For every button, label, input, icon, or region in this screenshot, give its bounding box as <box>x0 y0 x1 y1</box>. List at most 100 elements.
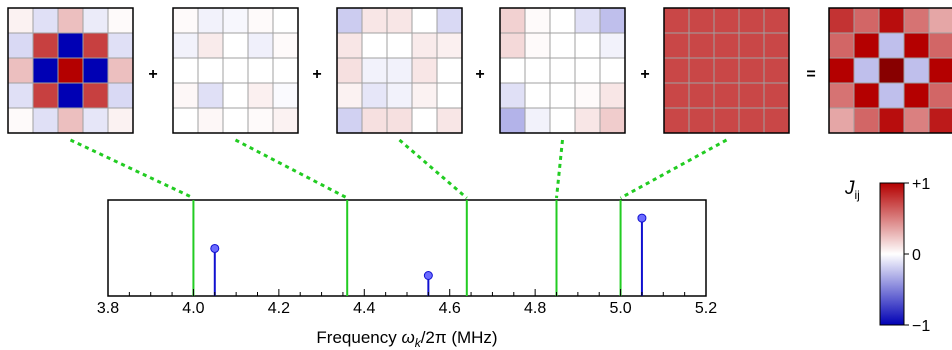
matrix-cell <box>713 32 740 59</box>
matrix-cell <box>57 82 84 109</box>
matrix-cell <box>32 107 59 134</box>
matrix-cell <box>361 57 388 84</box>
x-tick-label: 5.2 <box>695 300 717 317</box>
matrix-cell <box>222 32 249 59</box>
matrix-cell <box>574 57 601 84</box>
colorbar: Jij +1 0 −1 <box>844 176 930 335</box>
matrix-cell <box>549 82 576 109</box>
matrix-cell <box>172 7 199 34</box>
matrix-cell <box>361 82 388 109</box>
stem-marker <box>210 243 220 253</box>
matrix-cell <box>32 82 59 109</box>
matrix-cell <box>713 82 740 109</box>
stem-marker <box>637 213 647 223</box>
matrix-mode-2 <box>172 7 299 134</box>
matrix-cell <box>57 32 84 59</box>
matrix-cell <box>197 107 224 134</box>
colorbar-tick-label: +1 <box>912 176 930 193</box>
matrix-cell <box>82 82 109 109</box>
matrix-cell <box>599 107 626 134</box>
matrix-cell <box>82 32 109 59</box>
matrix-cell <box>82 57 109 84</box>
matrix-cell <box>172 82 199 109</box>
matrix-cell <box>499 107 526 134</box>
matrix-frame <box>828 7 952 134</box>
matrix-cell <box>853 82 880 109</box>
matrix-cell <box>713 107 740 134</box>
matrix-cell <box>197 57 224 84</box>
matrix-cell <box>197 7 224 34</box>
matrix-cell <box>928 57 952 84</box>
matrix-frame <box>663 7 790 134</box>
matrix-mode-3 <box>336 7 463 134</box>
equals-operator: = <box>806 66 815 83</box>
matrix-cell <box>763 82 790 109</box>
frequency-spectrum: 3.8 4.0 4.2 4.4 4.6 4.8 5.0 5.2 Frequency ωk/2π… <box>97 199 717 350</box>
matrix-cell <box>7 7 34 34</box>
matrix-cell <box>386 32 413 59</box>
matrix-frame <box>499 7 626 134</box>
matrix-cell <box>7 107 34 134</box>
matrix-cell <box>172 107 199 134</box>
matrix-cell <box>272 57 299 84</box>
matrix-cell <box>903 32 930 59</box>
matrix-cell <box>763 57 790 84</box>
matrix-frame <box>336 7 463 134</box>
matrix-cell <box>928 107 952 134</box>
matrix-cell <box>878 107 905 134</box>
dashed-connectors <box>69 138 728 200</box>
matrix-cell <box>738 32 765 59</box>
operators: + + + + = <box>148 66 815 83</box>
x-tick-label: 4.2 <box>268 300 290 317</box>
matrix-cell <box>336 82 363 109</box>
matrix-cell <box>599 7 626 34</box>
matrix-cell <box>574 32 601 59</box>
connector-line <box>69 138 195 200</box>
matrix-cell <box>828 107 855 134</box>
plus-operator: + <box>312 66 321 83</box>
matrix-cell <box>853 7 880 34</box>
matrix-cell <box>57 7 84 34</box>
matrix-cell <box>663 107 690 134</box>
matrix-cell <box>7 57 34 84</box>
matrix-cell <box>386 107 413 134</box>
matrix-cell <box>828 32 855 59</box>
matrix-cell <box>107 32 134 59</box>
colorbar-tick-label: −1 <box>912 318 930 335</box>
stems <box>210 213 647 296</box>
matrix-cell <box>436 107 463 134</box>
matrix-cell <box>499 32 526 59</box>
matrix-frame <box>7 7 134 134</box>
matrix-sum <box>828 7 952 134</box>
x-ticks: 3.8 4.0 4.2 4.4 4.6 4.8 5.0 5.2 <box>97 289 717 317</box>
matrix-cell <box>599 82 626 109</box>
matrix-cell <box>828 7 855 34</box>
matrix-cell <box>32 7 59 34</box>
matrix-cell <box>738 57 765 84</box>
matrix-cell <box>172 57 199 84</box>
matrix-frame <box>172 7 299 134</box>
colorbar-ticks: +1 0 −1 <box>904 176 930 335</box>
matrix-cell <box>411 32 438 59</box>
matrix-cell <box>763 7 790 34</box>
matrix-cell <box>878 57 905 84</box>
matrix-cell <box>7 32 34 59</box>
matrix-cell <box>828 82 855 109</box>
matrix-cell <box>574 7 601 34</box>
matrix-cell <box>499 7 526 34</box>
matrix-cell <box>763 107 790 134</box>
matrix-cell <box>524 7 551 34</box>
matrix-cell <box>107 82 134 109</box>
matrix-cell <box>713 7 740 34</box>
stem-marker <box>423 271 433 280</box>
matrix-cell <box>878 32 905 59</box>
matrix-cell <box>222 7 249 34</box>
plus-operator: + <box>475 66 484 83</box>
matrix-cell <box>928 82 952 109</box>
matrix-cell <box>82 7 109 34</box>
matrix-cell <box>688 107 715 134</box>
matrix-cell <box>361 107 388 134</box>
matrix-cell <box>386 57 413 84</box>
matrix-cell <box>57 107 84 134</box>
